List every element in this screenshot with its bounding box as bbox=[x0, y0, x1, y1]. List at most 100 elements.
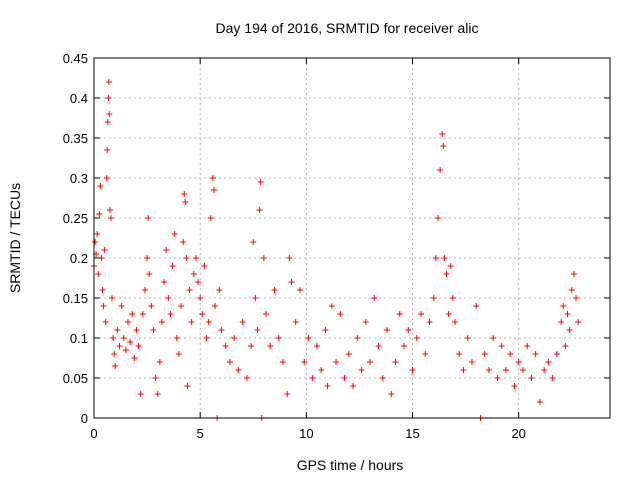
data-point bbox=[250, 239, 257, 245]
data-point bbox=[210, 187, 217, 193]
x-tick-label: 0 bbox=[90, 426, 97, 441]
data-point bbox=[292, 319, 299, 325]
data-point bbox=[460, 367, 467, 373]
data-point bbox=[473, 303, 480, 309]
data-point bbox=[148, 303, 155, 309]
data-point bbox=[106, 207, 113, 213]
data-point bbox=[445, 311, 452, 317]
data-point bbox=[199, 311, 206, 317]
data-point bbox=[345, 351, 352, 357]
data-point bbox=[256, 207, 263, 213]
y-tick-label: 0 bbox=[81, 411, 88, 426]
data-point bbox=[485, 367, 492, 373]
y-tick-label: 0.45 bbox=[63, 51, 88, 66]
data-point bbox=[161, 279, 168, 285]
data-point bbox=[418, 311, 425, 317]
data-point bbox=[226, 359, 233, 365]
data-point bbox=[432, 255, 439, 261]
data-point bbox=[173, 335, 180, 341]
data-point bbox=[137, 391, 144, 397]
data-point bbox=[422, 351, 429, 357]
data-point bbox=[163, 247, 170, 253]
data-point bbox=[401, 343, 408, 349]
data-point bbox=[158, 319, 165, 325]
data-point bbox=[570, 271, 577, 277]
data-point bbox=[110, 335, 117, 341]
data-point bbox=[167, 311, 174, 317]
data-point bbox=[309, 375, 316, 381]
y-tick-label: 0.05 bbox=[63, 371, 88, 386]
data-point bbox=[111, 351, 118, 357]
data-point bbox=[222, 343, 229, 349]
data-point bbox=[371, 295, 378, 301]
data-point bbox=[532, 351, 539, 357]
data-point bbox=[568, 287, 575, 293]
data-point bbox=[118, 303, 125, 309]
y-tick-label: 0.2 bbox=[70, 251, 88, 266]
data-point bbox=[183, 255, 190, 261]
y-tick-label: 0.4 bbox=[70, 91, 88, 106]
data-point bbox=[405, 327, 412, 333]
data-point bbox=[379, 375, 386, 381]
data-point bbox=[154, 391, 161, 397]
data-point bbox=[216, 287, 223, 293]
data-point bbox=[169, 263, 176, 269]
data-point bbox=[447, 263, 454, 269]
data-point bbox=[133, 327, 140, 333]
data-point bbox=[413, 335, 420, 341]
x-tick-label: 20 bbox=[511, 426, 525, 441]
data-point bbox=[267, 343, 274, 349]
data-point bbox=[182, 199, 189, 205]
data-point bbox=[573, 295, 580, 301]
data-point bbox=[519, 367, 526, 373]
data-point bbox=[333, 359, 340, 365]
data-point bbox=[481, 351, 488, 357]
data-point bbox=[235, 367, 242, 373]
data-point bbox=[248, 343, 255, 349]
data-point bbox=[181, 191, 188, 197]
data-point bbox=[92, 239, 99, 245]
x-tick-label: 15 bbox=[405, 426, 419, 441]
data-point bbox=[545, 359, 552, 365]
data-point bbox=[301, 359, 308, 365]
data-point bbox=[114, 327, 121, 333]
data-point bbox=[96, 211, 103, 217]
data-point bbox=[468, 359, 475, 365]
data-point bbox=[260, 255, 267, 261]
data-point bbox=[165, 295, 172, 301]
data-point bbox=[528, 375, 535, 381]
data-point bbox=[324, 383, 331, 389]
axis-ticks: 0 0.05 0.1 0.15 0.2 0.25 0.3 0.35 0.4 0.45 0 5 10 15 2… bbox=[63, 51, 610, 441]
data-point bbox=[105, 79, 112, 85]
y-axis-label: SRMTID / TECUs bbox=[7, 183, 23, 293]
data-point bbox=[437, 167, 444, 173]
data-point bbox=[375, 343, 382, 349]
data-point bbox=[146, 271, 153, 277]
data-point bbox=[305, 335, 312, 341]
data-point bbox=[239, 319, 246, 325]
data-point bbox=[231, 335, 238, 341]
data-point bbox=[451, 319, 458, 325]
data-point bbox=[263, 311, 269, 317]
y-tick-label: 0.25 bbox=[63, 211, 88, 226]
y-tick-label: 0.1 bbox=[70, 331, 88, 346]
data-point bbox=[131, 355, 138, 361]
data-point bbox=[209, 175, 216, 181]
data-point bbox=[107, 215, 114, 221]
data-point bbox=[558, 319, 565, 325]
data-point bbox=[443, 271, 450, 277]
data-point bbox=[120, 335, 127, 341]
data-point bbox=[192, 255, 199, 261]
data-point bbox=[207, 215, 214, 221]
data-point bbox=[203, 335, 210, 341]
data-point bbox=[388, 391, 395, 397]
data-point bbox=[243, 375, 250, 381]
data-point bbox=[441, 255, 448, 261]
data-point bbox=[150, 327, 157, 333]
data-points bbox=[91, 79, 582, 421]
data-point bbox=[144, 255, 151, 261]
data-point bbox=[322, 327, 329, 333]
data-point bbox=[178, 303, 185, 309]
data-point bbox=[103, 175, 110, 181]
